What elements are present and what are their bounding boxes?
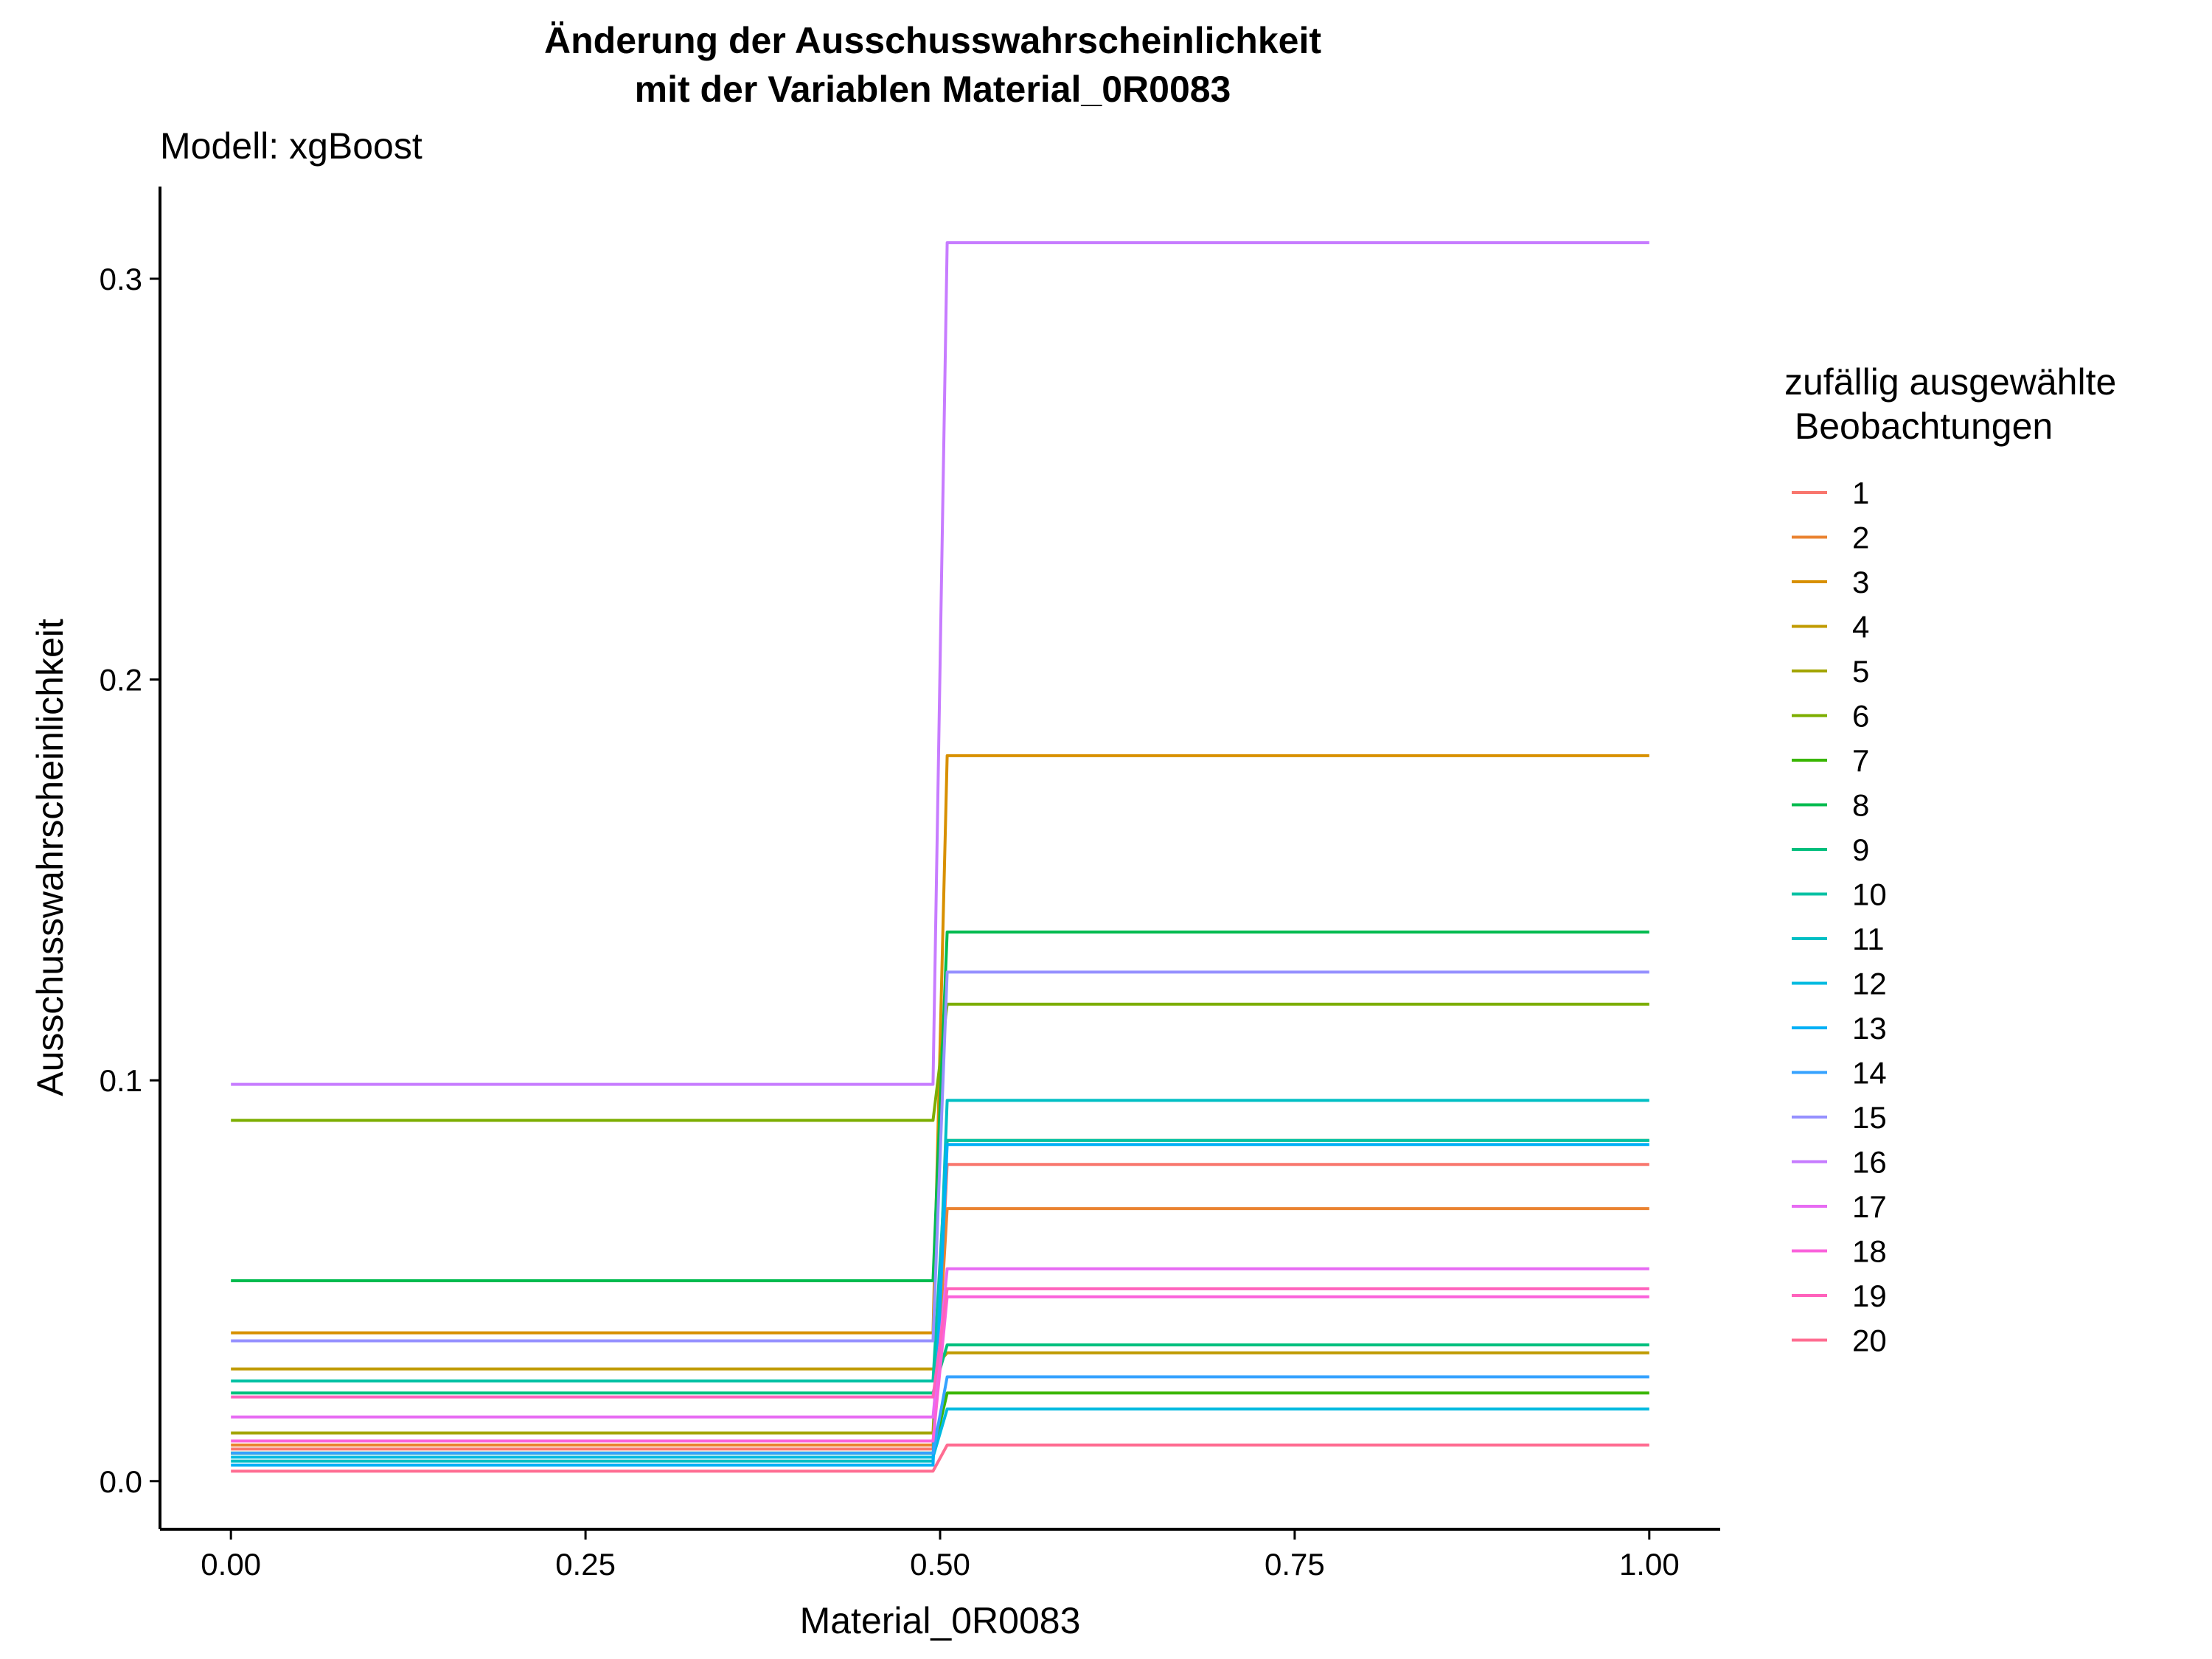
- x-tick-label-0: 0.00: [201, 1547, 261, 1582]
- legend-label-11: 11: [1852, 922, 1885, 956]
- plot-area: [231, 241, 1649, 1473]
- x-tick-label-4: 1.00: [1619, 1547, 1680, 1582]
- legend-label-7: 7: [1852, 743, 1869, 778]
- y-tick-label-0: 0.0: [100, 1464, 142, 1499]
- x-tick-label-3: 0.75: [1265, 1547, 1325, 1582]
- legend-label-17: 17: [1852, 1189, 1887, 1224]
- legend-label-19: 19: [1852, 1279, 1887, 1313]
- legend-label-3: 3: [1852, 565, 1869, 599]
- y-tick-label-3: 0.3: [100, 262, 142, 296]
- legend-title-line2: Beobachtungen: [1784, 406, 2053, 447]
- series-line-8: [231, 931, 1649, 1282]
- legend-label-13: 13: [1852, 1011, 1887, 1046]
- legend-label-9: 9: [1852, 832, 1869, 867]
- series-line-3: [231, 754, 1649, 1335]
- chart-subtitle: Modell: xgBoost: [160, 125, 422, 167]
- legend-title-line1: zufällig ausgewählte: [1784, 361, 2116, 403]
- legend-label-5: 5: [1852, 654, 1869, 689]
- legend: zufällig ausgewählte Beobachtungen 12345…: [1784, 361, 2116, 1358]
- series-line-6: [231, 1002, 1649, 1122]
- legend-label-16: 16: [1852, 1145, 1887, 1180]
- legend-label-2: 2: [1852, 521, 1869, 555]
- series-line-20: [231, 1443, 1649, 1473]
- legend-label-4: 4: [1852, 610, 1869, 644]
- legend-label-12: 12: [1852, 967, 1887, 1001]
- series-line-16: [231, 241, 1649, 1086]
- series-line-13: [231, 1143, 1649, 1467]
- x-tick-label-1: 0.25: [555, 1547, 616, 1582]
- legend-label-1: 1: [1852, 476, 1869, 510]
- legend-label-20: 20: [1852, 1324, 1887, 1358]
- series-line-19: [231, 1287, 1649, 1399]
- series-line-18: [231, 1295, 1649, 1443]
- x-tick-label-2: 0.50: [910, 1547, 970, 1582]
- legend-label-10: 10: [1852, 877, 1887, 912]
- chart-title-line1: Änderung der Ausschusswahrscheinlichkeit: [544, 20, 1321, 61]
- axes-layer: 0.00 0.25 0.50 0.75 1.00 0.0 0.1 0.2 0.3: [100, 187, 1720, 1582]
- series-line-15: [231, 970, 1649, 1343]
- legend-label-6: 6: [1852, 699, 1869, 734]
- legend-label-8: 8: [1852, 788, 1869, 823]
- series-layer: [231, 241, 1649, 1473]
- x-axis-label: Material_0R0083: [800, 1600, 1081, 1641]
- y-axis-label: Ausschusswahrscheinlichkeit: [29, 619, 71, 1096]
- chart-title-line2: mit der Variablen Material_0R0083: [635, 69, 1231, 110]
- legend-label-18: 18: [1852, 1234, 1887, 1269]
- legend-label-15: 15: [1852, 1100, 1887, 1135]
- legend-label-14: 14: [1852, 1056, 1887, 1091]
- series-line-12: [231, 1407, 1649, 1459]
- y-tick-label-2: 0.2: [100, 663, 142, 698]
- y-tick-label-1: 0.1: [100, 1063, 142, 1098]
- series-line-14: [231, 1375, 1649, 1455]
